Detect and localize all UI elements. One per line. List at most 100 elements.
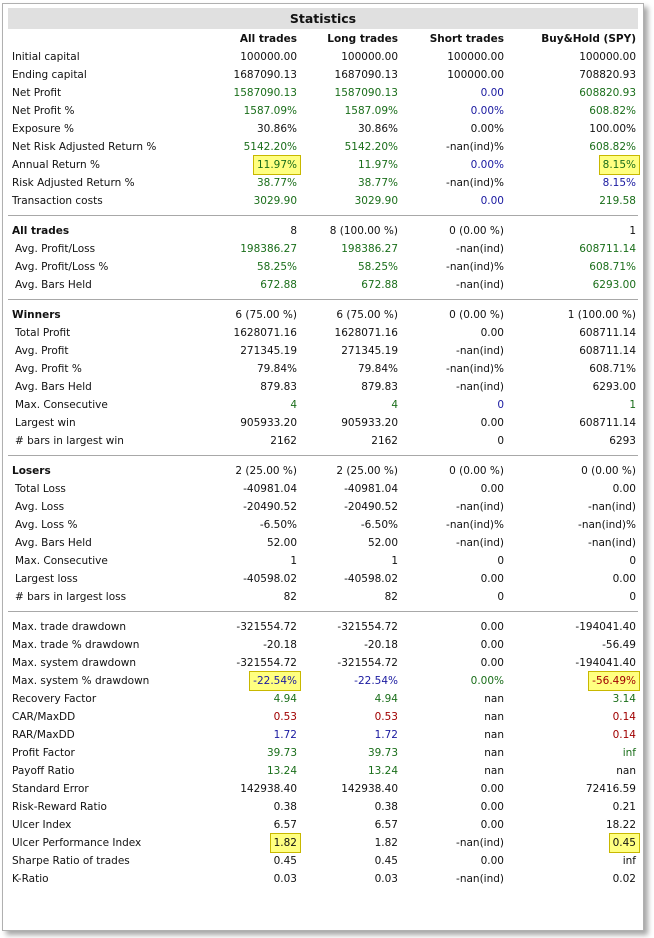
stat-row: Avg. Bars Held 879.83 879.83 -nan(ind) 6293.… [3, 378, 643, 396]
stat-label: Max. trade % drawdown [12, 639, 140, 651]
stat-row: Avg. Bars Held 52.00 52.00 -nan(ind) -nan(in… [3, 534, 643, 552]
stat-value-long-trades: 5142.20% [344, 141, 398, 153]
stat-label: Largest loss [15, 573, 78, 585]
stat-row: Net Profit % 1587.09% 1587.09% 0.00% 608.82% [3, 102, 643, 120]
stat-value-buy-hold: 6293.00 [592, 279, 636, 291]
stat-value-buy-hold: 8.15% [602, 177, 636, 189]
stat-value-buy-hold: 72416.59 [585, 783, 636, 795]
stat-row: Max. Consecutive 4 4 0 1 [3, 396, 643, 414]
stat-value-short-trades: 100000.00 [447, 51, 504, 63]
stat-value-buy-hold: 3.14 [612, 693, 636, 705]
stat-value-long-trades: 271345.19 [341, 345, 398, 357]
stat-value-all-trades: -321554.72 [236, 621, 297, 633]
stat-row: Ulcer Index 6.57 6.57 0.00 18.22 [3, 816, 643, 834]
stat-value-long-trades: 3029.90 [354, 195, 398, 207]
stat-value-long-trades: 1 [391, 555, 398, 567]
stat-value-buy-hold: 6293 [609, 435, 636, 447]
stat-value-buy-hold: 0 (0.00 %) [581, 465, 636, 477]
stat-value-buy-hold: nan [616, 765, 636, 777]
stat-value-short-trades: 0 (0.00 %) [449, 309, 504, 321]
stat-value-buy-hold: 0.02 [612, 873, 636, 885]
stat-row: Risk-Reward Ratio 0.38 0.38 0.00 0.21 [3, 798, 643, 816]
stat-value-short-trades: -nan(ind)% [446, 177, 504, 189]
stat-value-all-trades: 2 (25.00 %) [235, 465, 297, 477]
stat-value-buy-hold: 608820.93 [579, 87, 636, 99]
statistics-panel: Statistics All trades Long trades Short … [2, 3, 644, 931]
stat-value-long-trades: 100000.00 [341, 51, 398, 63]
stat-label: Risk-Reward Ratio [12, 801, 107, 813]
stat-value-long-trades: 38.77% [357, 177, 398, 189]
stat-value-long-trades: -40981.04 [344, 483, 398, 495]
stat-row: Exposure % 30.86% 30.86% 0.00% 100.00% [3, 120, 643, 138]
stat-label: K-Ratio [12, 873, 49, 885]
stat-value-buy-hold: 608711.14 [579, 327, 636, 339]
stat-value-buy-hold: 708820.93 [579, 69, 636, 81]
stat-label: Avg. Profit % [15, 363, 82, 375]
stat-value-short-trades: -nan(ind) [456, 537, 504, 549]
section-label: Winners [12, 309, 61, 321]
stat-value-long-trades: 39.73 [367, 747, 398, 759]
stat-row: Recovery Factor 4.94 4.94 nan 3.14 [3, 690, 643, 708]
stat-value-short-trades: 0.00 [480, 327, 504, 339]
stat-value-all-trades: 271345.19 [240, 345, 297, 357]
section-divider [8, 215, 638, 216]
stat-label: Avg. Bars Held [15, 381, 92, 393]
stat-row: Transaction costs 3029.90 3029.90 0.00 219.5… [3, 192, 643, 210]
stat-value-long-trades: 11.97% [357, 159, 398, 171]
stat-value-all-trades: 52.00 [266, 537, 297, 549]
stat-value-all-trades-highlighted: -22.54% [249, 671, 301, 691]
stat-row: Total Profit 1628071.16 1628071.16 0.00 6087… [3, 324, 643, 342]
stat-value-long-trades: 879.83 [361, 381, 398, 393]
stat-label: Avg. Profit/Loss % [15, 261, 109, 273]
stat-value-short-trades: -nan(ind) [456, 837, 504, 849]
column-header-buy-hold: Buy&Hold (SPY) [541, 33, 636, 45]
section-header-row: Winners 6 (75.00 %) 6 (75.00 %) 0 (0.00 %) 1… [3, 306, 643, 324]
stat-value-short-trades: 0.00 [480, 801, 504, 813]
stat-value-buy-hold: 608.82% [589, 141, 636, 153]
stat-row: Max. trade % drawdown -20.18 -20.18 0.00 -56… [3, 636, 643, 654]
section-label: Losers [12, 465, 51, 477]
stat-label: Max. system % drawdown [12, 675, 150, 687]
stat-value-short-trades: nan [484, 747, 504, 759]
stat-value-long-trades: 198386.27 [341, 243, 398, 255]
stat-value-long-trades: 6 (75.00 %) [336, 309, 398, 321]
stat-label: Net Risk Adjusted Return % [12, 141, 157, 153]
stat-value-all-trades: -40598.02 [243, 573, 297, 585]
stat-value-long-trades: -321554.72 [337, 657, 398, 669]
stat-value-all-trades: 0.38 [273, 801, 297, 813]
stat-value-short-trades: 0.00% [470, 675, 504, 687]
stat-value-all-trades: 3029.90 [253, 195, 297, 207]
stat-row: # bars in largest loss 82 82 0 0 [3, 588, 643, 606]
stat-value-short-trades: -nan(ind) [456, 243, 504, 255]
stat-value-all-trades: 672.88 [260, 279, 297, 291]
stat-label: Transaction costs [12, 195, 103, 207]
stat-value-long-trades: 1.72 [374, 729, 398, 741]
stat-value-all-trades: 4 [290, 399, 297, 411]
stat-row: Max. system % drawdown -22.54% -22.54% 0.00… [3, 671, 643, 691]
stat-row: Max. Consecutive 1 1 0 0 [3, 552, 643, 570]
stat-label: Avg. Profit [15, 345, 69, 357]
stat-value-buy-hold: -nan(ind) [588, 537, 636, 549]
stat-value-buy-hold: 6293.00 [592, 381, 636, 393]
stat-label: Avg. Loss % [15, 519, 78, 531]
stat-value-short-trades: 0.00 [480, 621, 504, 633]
stat-value-buy-hold: 18.22 [605, 819, 636, 831]
stat-row: CAR/MaxDD 0.53 0.53 nan 0.14 [3, 708, 643, 726]
stat-row: K-Ratio 0.03 0.03 -nan(ind) 0.02 [3, 870, 643, 888]
stat-value-buy-hold: 0.21 [612, 801, 636, 813]
stat-value-short-trades: 0.00% [470, 105, 504, 117]
stat-value-long-trades: -6.50% [360, 519, 398, 531]
stat-value-all-trades: 39.73 [266, 747, 297, 759]
stat-value-short-trades: -nan(ind) [456, 381, 504, 393]
stat-value-buy-hold-highlighted: 0.45 [608, 833, 641, 853]
stat-label: Avg. Loss [15, 501, 65, 513]
stat-value-buy-hold: -nan(ind) [588, 501, 636, 513]
stat-value-all-trades: 8 [290, 225, 297, 237]
section-header-row: Losers 2 (25.00 %) 2 (25.00 %) 0 (0.00 %) 0 … [3, 462, 643, 480]
stat-value-buy-hold: 1 [629, 399, 636, 411]
stat-value-buy-hold: inf [622, 855, 636, 867]
stat-value-all-trades: 5142.20% [243, 141, 297, 153]
stat-value-short-trades: 0.00 [480, 783, 504, 795]
stat-row: Sharpe Ratio of trades 0.45 0.45 0.00 inf [3, 852, 643, 870]
stat-label: Avg. Profit/Loss [15, 243, 96, 255]
